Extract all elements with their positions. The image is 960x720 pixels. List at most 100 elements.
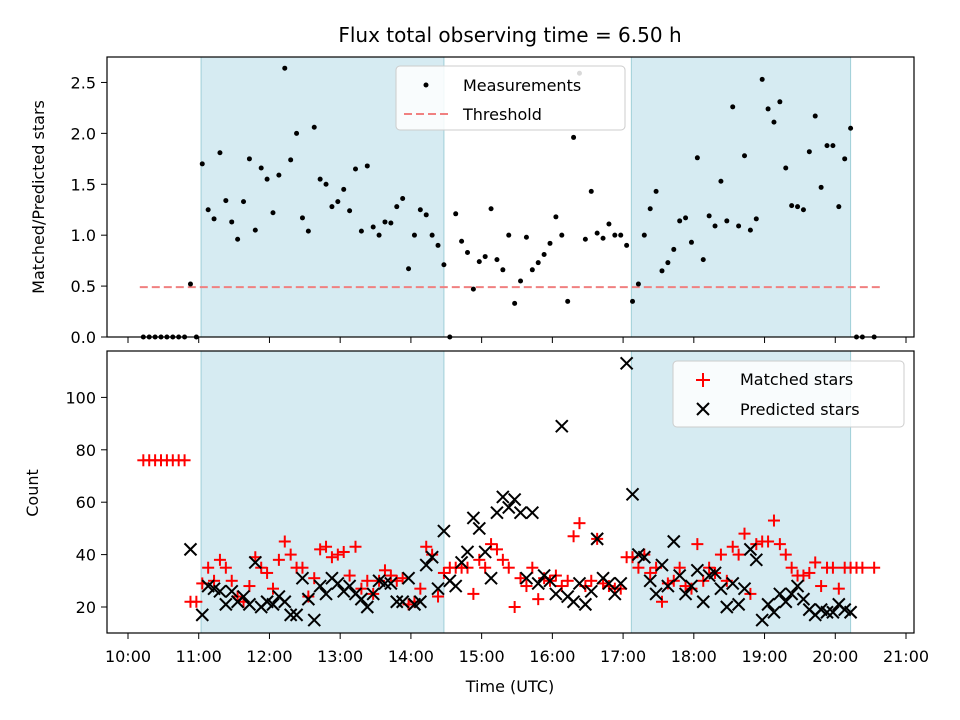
predicted-star-point: [278, 595, 292, 609]
measurement-point: [736, 223, 742, 229]
matched-star-point: [261, 566, 274, 579]
measurement-point: [506, 232, 512, 238]
measurement-point: [795, 204, 801, 210]
y-tick-label: 1.5: [71, 175, 96, 194]
measurement-point: [205, 207, 211, 213]
measurement-point: [571, 134, 577, 140]
predicted-star-point: [655, 558, 669, 572]
predicted-star-point: [555, 419, 569, 433]
predicted-star-point: [242, 597, 257, 612]
matched-star-point: [726, 540, 739, 553]
measurement-point: [677, 218, 683, 224]
measurement-point: [335, 199, 341, 205]
predicted-star-point: [502, 500, 516, 515]
matched-star-point: [561, 574, 574, 587]
measurement-point: [606, 221, 612, 227]
predicted-star-point: [549, 587, 563, 601]
measurement-point: [459, 238, 465, 244]
predicted-x-b: [183, 542, 198, 557]
predicted-star-point: [531, 576, 545, 591]
measurement-point: [199, 161, 205, 167]
measurement-point: [305, 228, 311, 234]
legend-threshold-label: Threshold: [462, 105, 542, 124]
bottom-y-axis-label: Count: [23, 469, 42, 517]
predicted-x-b: [643, 574, 657, 588]
matched-star-point: [502, 561, 515, 574]
predicted-star-point: [572, 576, 587, 591]
predicted-star-point: [578, 597, 593, 612]
matched-star-point: [479, 561, 492, 574]
measurement-point: [553, 214, 559, 220]
predicted-x-b: [478, 545, 492, 559]
measurement-point: [688, 239, 694, 245]
matched-star-point: [526, 561, 539, 574]
predicted-star-point: [225, 584, 239, 598]
predicted-x-b: [608, 587, 622, 601]
predicted-star-point: [637, 550, 652, 564]
measurement-point: [423, 212, 429, 218]
predicted-x-b: [384, 576, 398, 591]
predicted-x-b: [637, 550, 652, 564]
predicted-x-b: [655, 558, 669, 572]
predicted-x-b: [496, 490, 510, 504]
matched-star-point: [384, 569, 397, 582]
predicted-star-point: [566, 595, 581, 609]
measurement-point: [323, 181, 329, 187]
chart-title: Flux total observing time = 6.50 h: [338, 23, 681, 47]
y-tick-label: 2.5: [71, 73, 96, 92]
matched-star-point: [432, 590, 445, 603]
predicted-x-b: [761, 597, 775, 612]
predicted-x-b: [690, 563, 705, 578]
predicted-x-b: [649, 587, 663, 601]
matched-star-point: [514, 572, 527, 585]
measurement-point: [806, 149, 812, 155]
measurement-point: [759, 76, 765, 82]
bottom-axes-frame: [106, 350, 915, 634]
measurement-point: [476, 259, 482, 265]
predicted-x-b: [737, 581, 752, 596]
measurement-point: [246, 156, 252, 162]
matched-star-point: [314, 543, 327, 556]
x-tick-label: 20:00: [812, 647, 858, 666]
predicted-x-b: [331, 576, 345, 591]
predicted-x-b: [260, 595, 274, 609]
measurement-point: [252, 227, 258, 233]
y-tick-label: 0.5: [71, 277, 96, 296]
measurement-point: [482, 254, 488, 260]
predicted-star-point: [714, 581, 728, 596]
measurement-point: [694, 155, 700, 161]
predicted-x-b: [814, 602, 828, 617]
measurement-point: [223, 198, 229, 204]
measurement-point: [818, 184, 824, 190]
predicted-x-b: [678, 587, 693, 601]
matched-star-point: [832, 582, 845, 595]
matched-star-point: [473, 553, 486, 566]
matched-star-point: [296, 561, 309, 574]
y-tick-label: 40: [76, 546, 96, 565]
predicted-x-b: [401, 571, 416, 585]
matched-star-point: [414, 582, 427, 595]
measurement-point: [641, 232, 647, 238]
matched-star-point: [420, 540, 433, 553]
matched-star-point: [496, 553, 509, 566]
predicted-star-point: [684, 579, 699, 593]
predicted-star-point: [672, 568, 687, 583]
predicted-x-b: [590, 532, 604, 546]
measurement-point: [765, 106, 771, 112]
predicted-star-point: [731, 597, 746, 612]
matched-star-point: [673, 561, 686, 574]
predicted-x-b: [354, 592, 369, 606]
measurement-point: [353, 166, 359, 172]
predicted-star-point: [219, 597, 233, 612]
matched-star-point: [762, 535, 775, 548]
predicted-x-b: [490, 505, 504, 520]
predicted-star-point: [378, 576, 392, 591]
predicted-x-b: [472, 521, 486, 536]
measurement-point: [618, 232, 624, 238]
matched-star-point: [349, 540, 362, 553]
measurement-point: [612, 232, 618, 238]
predicted-x-b: [301, 592, 316, 606]
predicted-x-b: [726, 576, 740, 591]
predicted-star-point: [584, 584, 598, 598]
predicted-star-point: [354, 592, 369, 606]
